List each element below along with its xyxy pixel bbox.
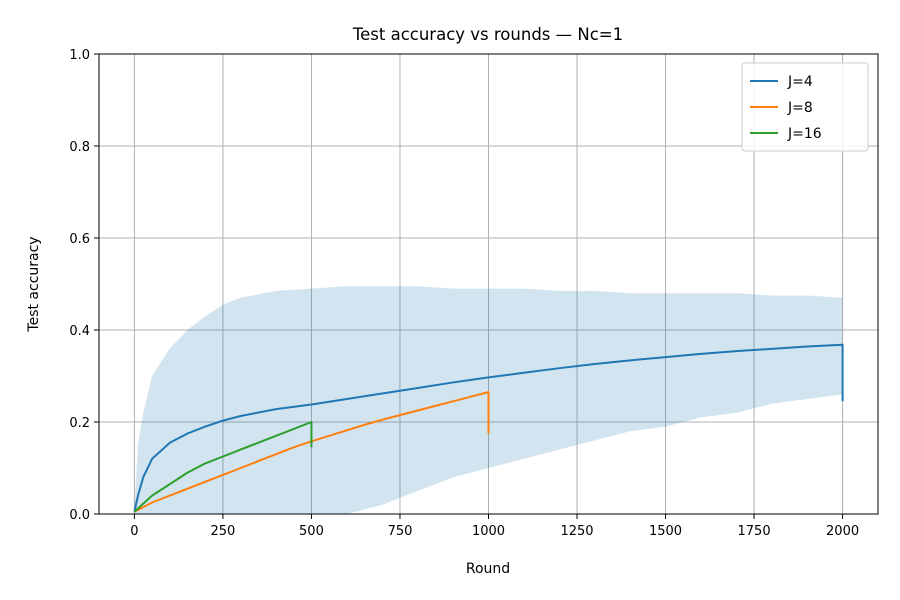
x-tick-label: 250 — [211, 524, 236, 539]
series-line-0 — [133, 343, 844, 512]
x-tick-label: 1500 — [649, 524, 682, 539]
series-line-1 — [133, 391, 490, 513]
x-tick-label: 2000 — [826, 524, 859, 539]
x-tick-label: 0 — [130, 524, 138, 539]
y-tick-label: 0.8 — [69, 140, 90, 155]
legend-label-2: J=16 — [787, 126, 822, 142]
x-axis: 0 250 500 750 1000 1250 1500 1750 2000 — [130, 514, 859, 539]
series-line-2 — [133, 421, 313, 513]
y-axis: 0.0 0.2 0.4 0.6 0.8 1.0 — [69, 48, 99, 523]
legend-label-0: J=4 — [787, 74, 813, 90]
legend: J=4 J=8 J=16 — [741, 62, 869, 152]
y-tick-label: 0.0 — [69, 508, 90, 523]
x-tick-label: 1250 — [560, 524, 593, 539]
y-tick-label: 0.6 — [69, 232, 90, 247]
series-layer — [133, 343, 844, 513]
x-tick-label: 500 — [299, 524, 324, 539]
x-tick-label: 750 — [388, 524, 413, 539]
x-tick-label: 1750 — [738, 524, 771, 539]
x-tick-label: 1000 — [472, 524, 505, 539]
legend-frame — [741, 62, 869, 152]
y-axis-label: Test accuracy — [26, 236, 42, 332]
y-tick-label: 0.2 — [69, 416, 90, 431]
chart-title: Test accuracy vs rounds — Nc=1 — [352, 25, 623, 44]
y-tick-label: 1.0 — [69, 48, 90, 63]
legend-label-1: J=8 — [787, 100, 813, 116]
x-axis-label: Round — [466, 561, 510, 577]
y-tick-label: 0.4 — [69, 324, 90, 339]
